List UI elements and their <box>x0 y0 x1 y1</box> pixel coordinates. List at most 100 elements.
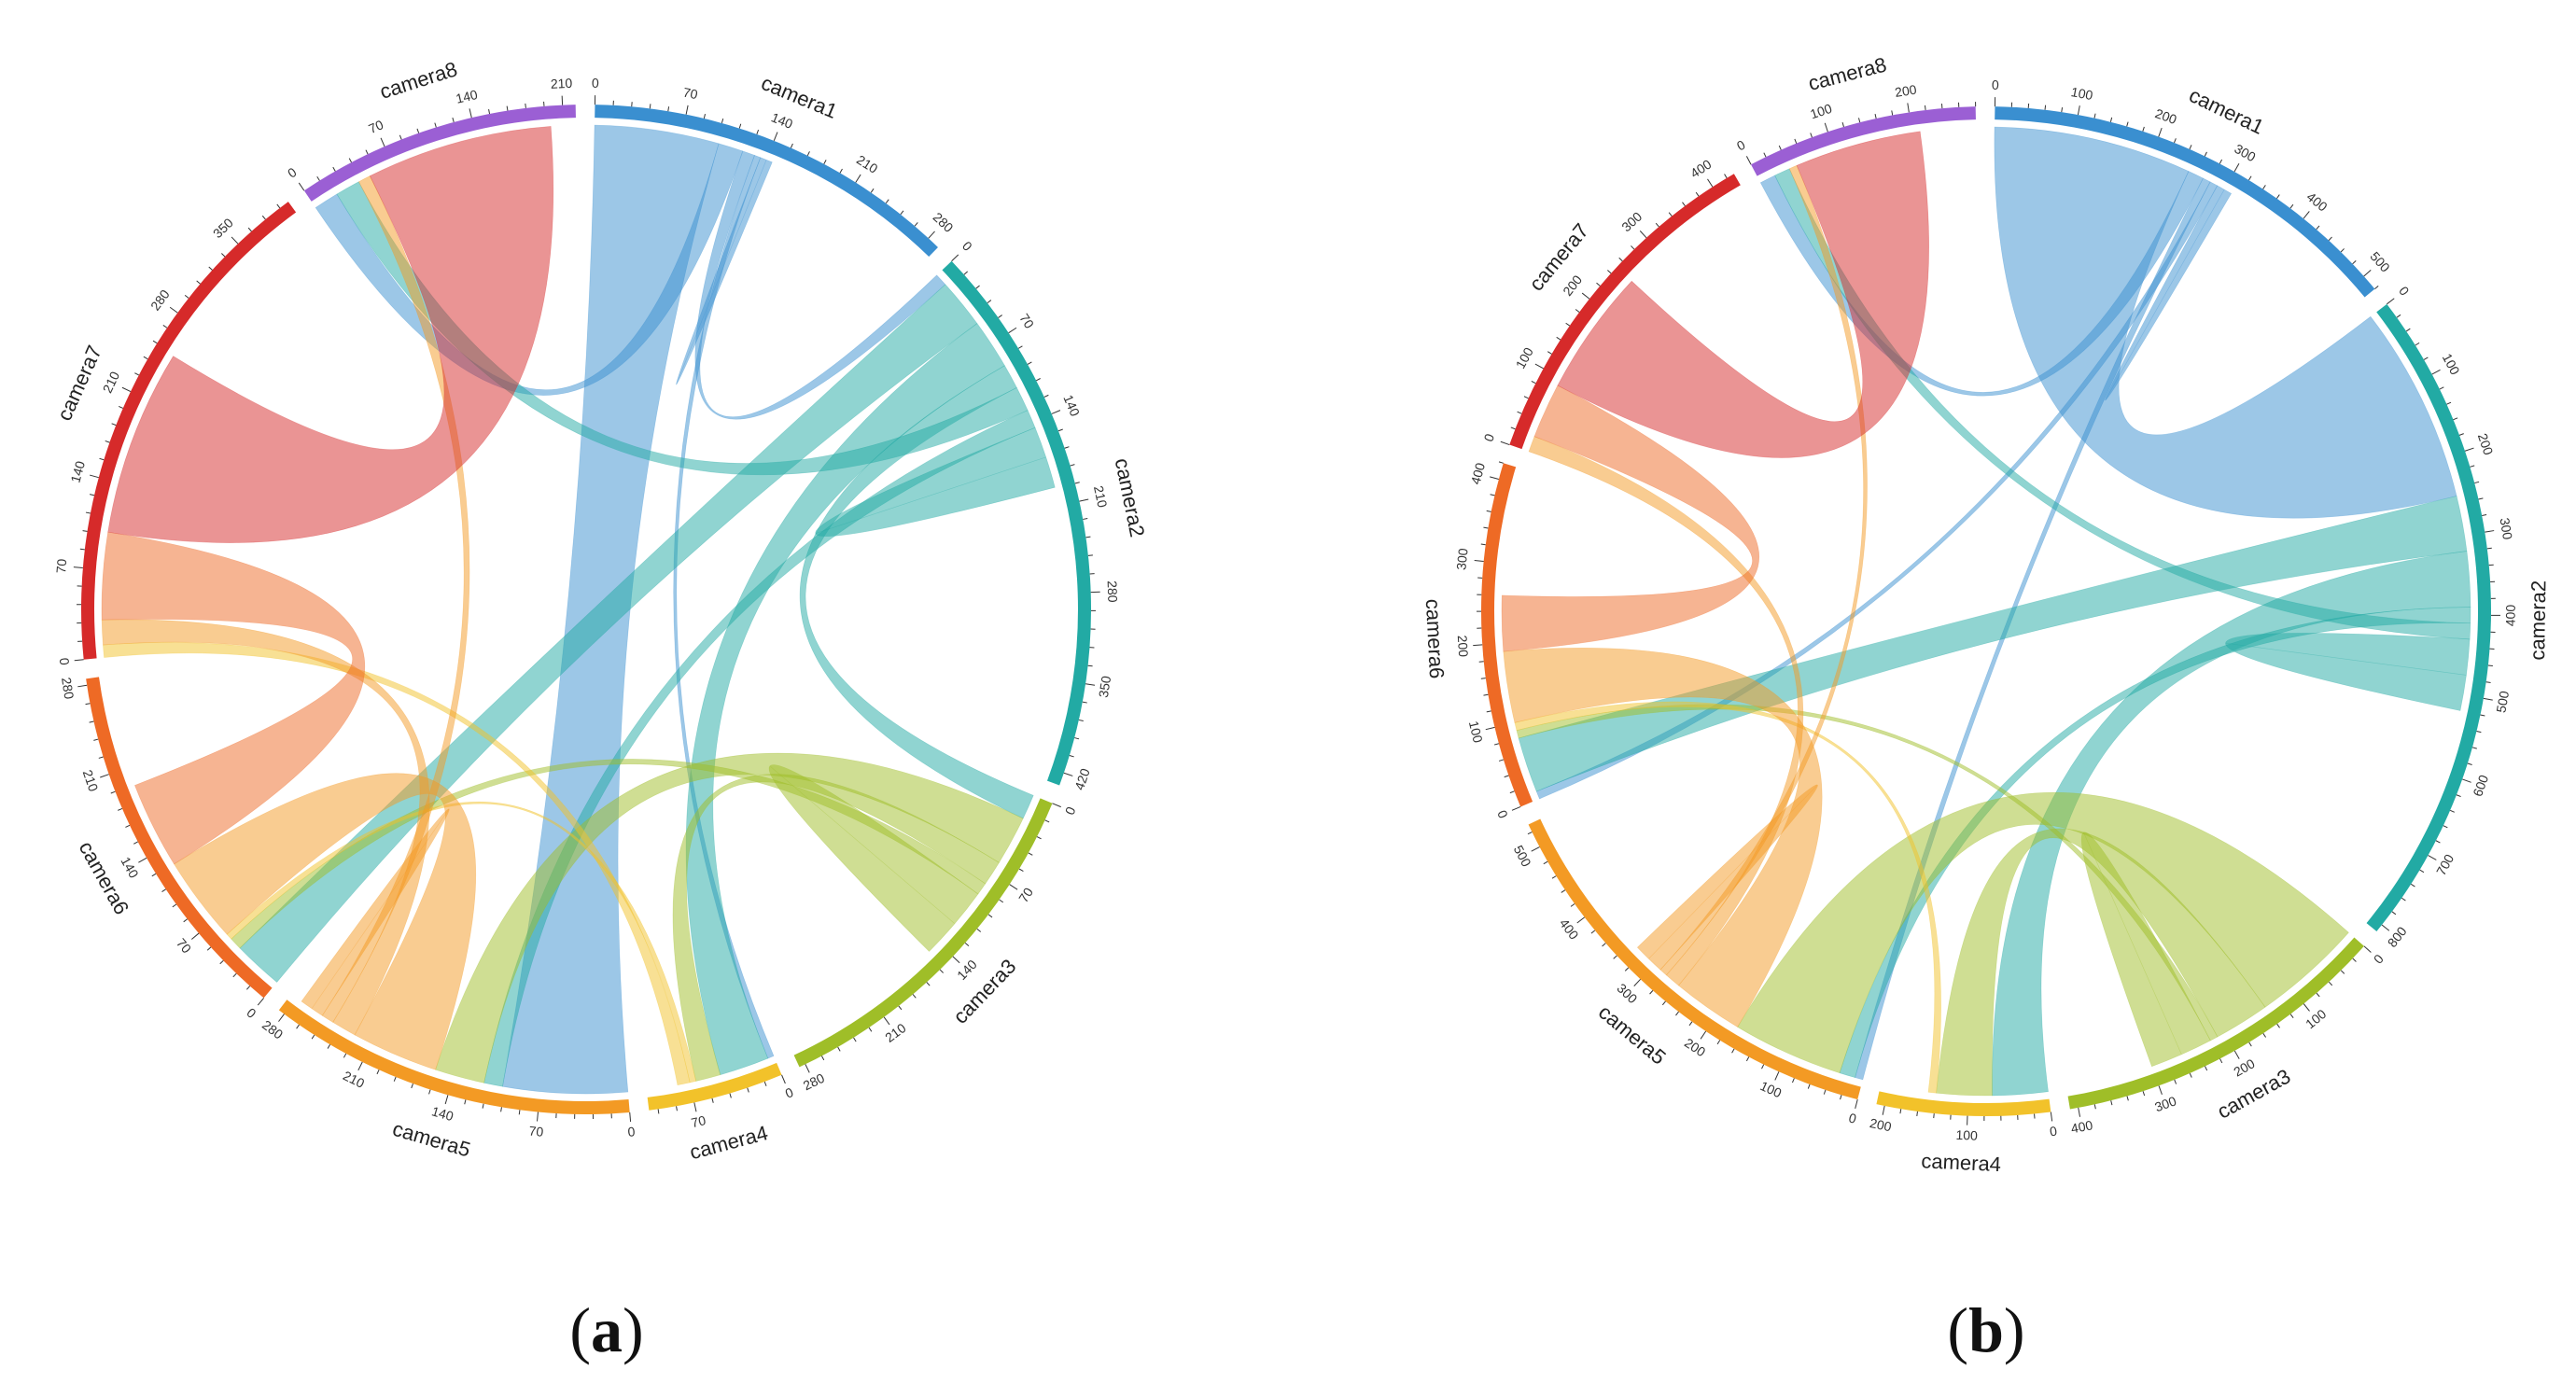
minor-tick <box>1807 1083 1811 1089</box>
tick-label: 0 <box>1494 808 1511 821</box>
ribbon-camera7-camera8 <box>107 126 554 543</box>
minor-tick <box>125 824 131 828</box>
minor-tick <box>1565 322 1571 327</box>
minor-tick <box>134 372 140 376</box>
segment-label-camera7: camera7 <box>52 342 106 424</box>
minor-tick <box>2093 113 2096 119</box>
minor-tick <box>2189 145 2192 150</box>
major-tick <box>1531 846 1540 852</box>
tick-label: 70 <box>53 558 69 574</box>
minor-tick <box>747 1087 749 1093</box>
minor-tick <box>1618 257 1623 262</box>
minor-tick <box>1483 693 1489 696</box>
tick-label: 70 <box>366 117 385 136</box>
minor-tick <box>1493 743 1500 746</box>
minor-tick <box>868 1027 873 1032</box>
minor-tick <box>143 356 148 360</box>
tick-label: 280 <box>59 677 77 701</box>
minor-tick <box>2219 1058 2223 1064</box>
minor-tick <box>206 946 212 951</box>
major-tick <box>469 108 472 119</box>
tick-label: 280 <box>147 287 173 313</box>
minor-tick <box>2044 105 2047 110</box>
major-tick <box>1051 410 1061 414</box>
segment-label-camera3: camera3 <box>2213 1064 2294 1123</box>
minor-tick <box>85 703 91 706</box>
ribbon-camera5-camera5 <box>301 808 450 1016</box>
minor-tick <box>667 106 670 112</box>
minor-tick <box>348 158 352 163</box>
minor-tick <box>2410 883 2415 888</box>
tick-label: 210 <box>100 369 123 395</box>
minor-tick <box>1082 701 1087 704</box>
ribbons <box>1501 126 2471 1097</box>
tick-label: 70 <box>690 1112 707 1130</box>
minor-tick <box>1543 860 1548 865</box>
major-tick <box>1008 327 1017 334</box>
tick-label: 350 <box>1096 675 1113 699</box>
minor-tick <box>500 1107 502 1112</box>
ribbon-camera2-camera2 <box>2225 633 2471 711</box>
segment-label-camera4: camera4 <box>1921 1149 2002 1176</box>
minor-tick <box>247 227 252 232</box>
tick-label: 0 <box>1992 77 1999 92</box>
minor-tick <box>2449 809 2455 813</box>
minor-tick <box>1745 1056 1750 1062</box>
tick-label: 400 <box>2503 605 2518 627</box>
ribbon-camera5-camera6 <box>174 773 477 1070</box>
major-tick <box>1085 683 1096 686</box>
tick-label: 300 <box>1614 981 1640 1007</box>
tick-label: 210 <box>854 152 880 176</box>
major-tick <box>2387 298 2395 305</box>
tick-label: 210 <box>1091 484 1111 509</box>
minor-tick <box>999 899 1004 903</box>
minor-tick <box>823 160 827 164</box>
minor-tick <box>1480 678 1486 679</box>
tick-label: 0 <box>2396 284 2413 299</box>
segment-camera4: 0 100 200 camera4 <box>1869 1091 2058 1176</box>
major-tick <box>1707 178 1714 188</box>
minor-tick <box>912 994 917 999</box>
major-tick <box>2233 1050 2240 1059</box>
major-tick <box>298 182 305 191</box>
tick-label: 200 <box>2231 1055 2257 1080</box>
ribbon-camera1-camera6 <box>1535 181 2219 800</box>
minor-tick <box>98 756 104 759</box>
minor-tick <box>416 128 420 133</box>
minor-tick <box>208 266 213 271</box>
minor-tick <box>2456 794 2461 798</box>
major-tick <box>1473 644 1483 647</box>
ribbon-camera3-camera3 <box>2080 832 2211 1068</box>
tick-label: 100 <box>1466 720 1486 745</box>
segment-label-camera6: camera6 <box>1421 598 1449 679</box>
ribbon-camera6-camera7 <box>101 531 365 865</box>
tick-label: 500 <box>1511 843 1534 869</box>
minor-tick <box>1498 461 1504 464</box>
ribbon-camera2-camera6 <box>1518 496 2468 792</box>
major-tick <box>357 1061 363 1071</box>
minor-tick <box>1724 174 1728 179</box>
minor-tick <box>2482 514 2487 516</box>
minor-tick <box>756 129 760 135</box>
minor-tick <box>327 1044 331 1049</box>
tick-label: 0 <box>285 164 300 181</box>
minor-tick <box>1480 543 1486 546</box>
segment-arc-camera8 <box>1751 106 1976 176</box>
minor-tick <box>2470 465 2475 468</box>
minor-tick <box>1933 1113 1935 1119</box>
minor-tick <box>790 143 793 148</box>
minor-tick <box>506 105 509 111</box>
tick-label: 140 <box>430 1103 455 1124</box>
minor-tick <box>184 294 189 299</box>
minor-tick <box>172 903 177 908</box>
minor-tick <box>2443 825 2448 829</box>
tick-label: 200 <box>2153 105 2179 127</box>
minor-tick <box>2110 1100 2113 1106</box>
tick-label: 140 <box>68 459 89 484</box>
minor-tick <box>738 123 742 129</box>
major-tick <box>257 998 265 1006</box>
minor-tick <box>2142 1091 2146 1097</box>
minor-tick <box>975 285 980 289</box>
minor-tick <box>2276 194 2280 199</box>
